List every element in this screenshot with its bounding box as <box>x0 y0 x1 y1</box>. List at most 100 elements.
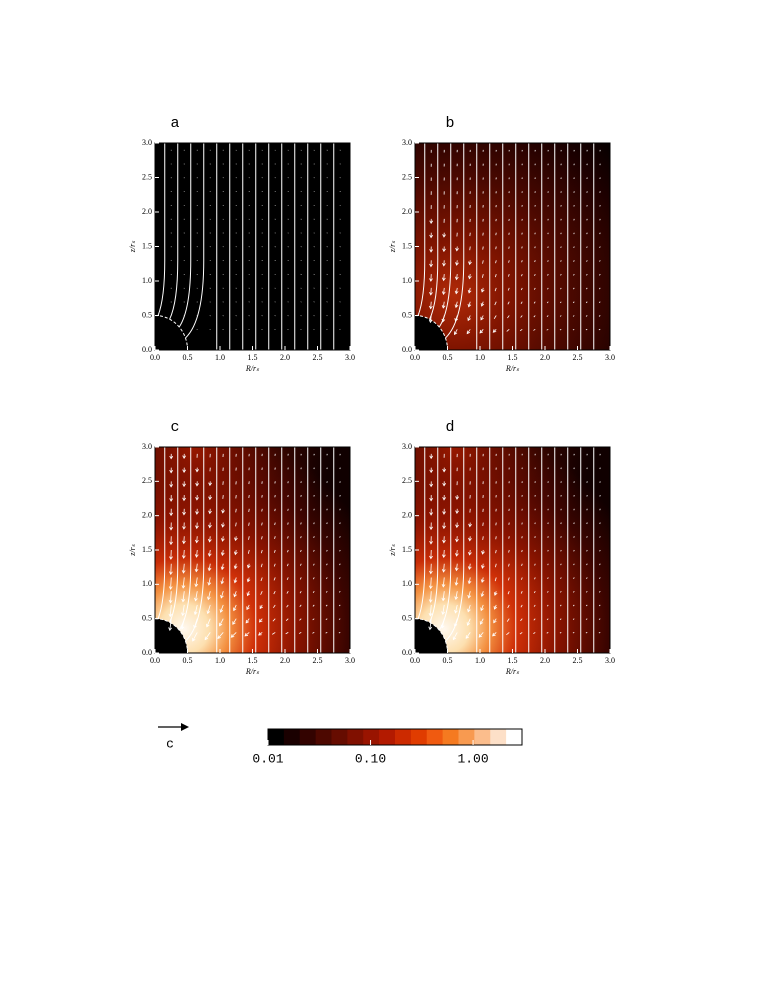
velocity-arrow <box>508 549 510 553</box>
velocity-arrow <box>586 577 588 579</box>
field-line <box>178 143 192 328</box>
velocity-arrow <box>325 618 328 621</box>
velocity-arrow <box>598 618 601 620</box>
velocity-arrow <box>195 577 198 587</box>
y-tick-label: 1.5 <box>142 241 152 250</box>
velocity-arrow <box>300 563 302 566</box>
velocity-arrow <box>598 604 601 607</box>
arrow-head <box>467 275 472 280</box>
arrow-head <box>480 593 485 598</box>
velocity-arrow <box>456 274 458 280</box>
arrow-head <box>429 291 433 296</box>
arrow-head <box>440 624 445 629</box>
velocity-arrow <box>480 315 484 320</box>
arrow-head <box>442 468 447 473</box>
velocity-arrow <box>521 260 523 263</box>
star-edge <box>415 315 448 350</box>
velocity-arrow <box>495 549 497 554</box>
velocity-arrow <box>533 604 536 607</box>
velocity-arrow <box>207 604 211 614</box>
velocity-arrow <box>572 632 575 634</box>
arrow-head <box>454 553 459 557</box>
arrow-head <box>168 571 173 576</box>
velocity-arrow <box>455 301 458 308</box>
arrow-head <box>208 524 212 529</box>
y-axis-label: z/rₛ <box>388 240 397 253</box>
velocity-arrow <box>598 328 601 331</box>
velocity-arrow <box>559 315 562 317</box>
y-tick-label: 1.5 <box>402 241 412 250</box>
arrow-head <box>493 605 498 610</box>
colorbar-tick-label: 0.01 <box>252 751 283 766</box>
arrow-head <box>493 592 498 596</box>
y-tick-label: 0.5 <box>142 613 152 622</box>
velocity-arrow <box>442 577 445 587</box>
arrow-head <box>442 554 446 558</box>
velocity-arrow <box>273 591 276 595</box>
arrow-head <box>441 277 446 282</box>
arrow-head <box>454 609 458 614</box>
velocity-arrow <box>586 549 588 552</box>
arrow-head <box>454 318 458 322</box>
velocity-arrow <box>285 632 289 635</box>
arrow-head <box>221 509 225 514</box>
velocity-arrow <box>273 604 276 608</box>
velocity-arrow <box>466 329 471 334</box>
y-tick-label: 2.0 <box>142 207 152 216</box>
arrow-head <box>182 540 186 545</box>
colorbar-tick-label: 1.00 <box>457 751 488 766</box>
velocity-arrow <box>325 590 328 593</box>
arrow-head <box>466 622 471 626</box>
velocity-arrow <box>534 260 536 263</box>
arrow-head <box>429 234 434 239</box>
velocity-arrow <box>247 549 250 554</box>
y-axis-label: z/rₛ <box>128 543 137 556</box>
velocity-arrow <box>260 577 263 582</box>
velocity-arrow <box>298 632 302 634</box>
arrow-head <box>182 483 187 488</box>
velocity-arrow <box>338 618 341 620</box>
x-tick-label: 2.0 <box>280 656 290 665</box>
arrow-head <box>168 599 173 604</box>
arrow-head <box>442 482 447 487</box>
velocity-arrow <box>492 632 497 637</box>
field-panel <box>415 143 610 350</box>
velocity-arrow <box>586 260 588 262</box>
x-tick-label: 2.5 <box>313 353 323 362</box>
arrow-head <box>429 278 433 282</box>
colorbar-swatch <box>458 729 475 745</box>
arrow-head <box>428 612 433 617</box>
velocity-arrow <box>599 522 601 525</box>
velocity-arrow <box>209 522 211 528</box>
arrow-head <box>480 565 485 569</box>
velocity-arrow <box>506 328 510 332</box>
arrow-head <box>259 618 263 623</box>
arrow-head <box>169 469 174 474</box>
arrow-head <box>453 623 458 628</box>
y-tick-label: 2.0 <box>402 207 412 216</box>
arrow-head <box>208 510 212 515</box>
arrow-head <box>429 526 433 531</box>
velocity-arrow <box>599 590 601 593</box>
arrow-head <box>428 626 433 631</box>
arrow-head <box>454 582 459 586</box>
arrow-head <box>453 331 458 336</box>
arrow-head <box>442 234 447 238</box>
arrow-head <box>193 624 197 629</box>
velocity-arrow <box>560 590 562 593</box>
velocity-arrow <box>286 604 289 608</box>
arrow-head <box>181 555 186 559</box>
arrow-head <box>429 220 434 225</box>
x-tick-label: 2.5 <box>573 656 583 665</box>
velocity-arrow <box>442 301 445 309</box>
velocity-arrow <box>520 301 523 305</box>
velocity-arrow <box>193 618 198 628</box>
velocity-arrow <box>560 260 562 262</box>
x-tick-label: 0.5 <box>183 656 193 665</box>
x-tick-label: 1.0 <box>475 353 485 362</box>
arrow-head <box>207 553 212 557</box>
arrow-head <box>206 610 211 615</box>
velocity-arrow <box>338 632 341 634</box>
arrow-head <box>428 305 433 310</box>
x-tick-label: 3.0 <box>605 656 615 665</box>
